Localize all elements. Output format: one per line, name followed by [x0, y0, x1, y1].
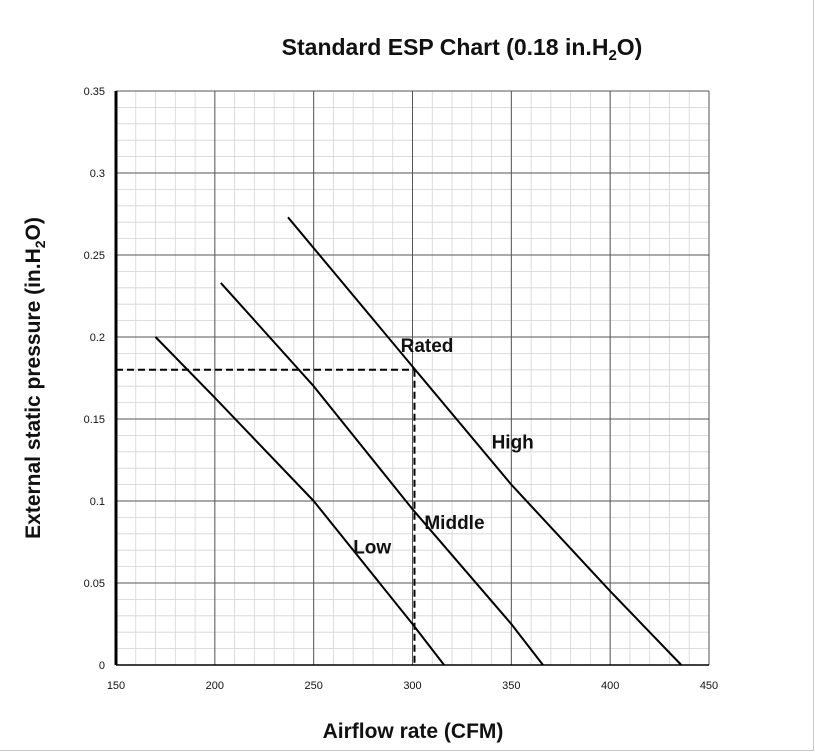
chart-title: Standard ESP Chart (0.18 in.H2O)	[282, 34, 643, 64]
x-tick-label: 200	[206, 680, 224, 692]
x-tick-label: 400	[601, 680, 619, 692]
y-tick-label: 0.1	[90, 496, 105, 508]
y-tick-label: 0.35	[84, 86, 105, 98]
rated-guides	[116, 368, 416, 665]
x-tick-label: 350	[502, 680, 520, 692]
y-tick-label: 0.3	[90, 168, 105, 180]
series-line-high	[287, 216, 683, 666]
x-tick-label: 150	[107, 680, 125, 692]
rated-label: Rated	[401, 336, 454, 357]
y-axis-label: External static pressure (in.H2O)	[22, 217, 48, 539]
axes	[114, 91, 709, 666]
series-label-low: Low	[353, 537, 391, 558]
series-line-middle	[220, 282, 544, 666]
y-tick-label: 0	[99, 660, 105, 672]
series-label-high: High	[492, 433, 534, 454]
x-axis-label: Airflow rate (CFM)	[323, 720, 504, 743]
y-tick-label: 0.15	[84, 414, 105, 426]
x-tick-label: 450	[700, 680, 718, 692]
y-tick-label: 0.2	[90, 332, 105, 344]
series-labels: Low Middle High Rated	[353, 336, 534, 559]
x-tick-label: 250	[304, 680, 322, 692]
x-tick-label: 300	[403, 680, 421, 692]
series-line-low	[154, 336, 445, 666]
series-label-middle: Middle	[424, 513, 484, 534]
y-tick-label: 0.05	[84, 578, 105, 590]
tick-labels: 150 200 250 300 350 400 450 0 0.05 0.1 0.15 0.2 0.25…	[84, 86, 719, 692]
y-tick-label: 0.25	[84, 250, 105, 262]
grid-major	[115, 90, 710, 666]
series-lines	[154, 216, 683, 666]
